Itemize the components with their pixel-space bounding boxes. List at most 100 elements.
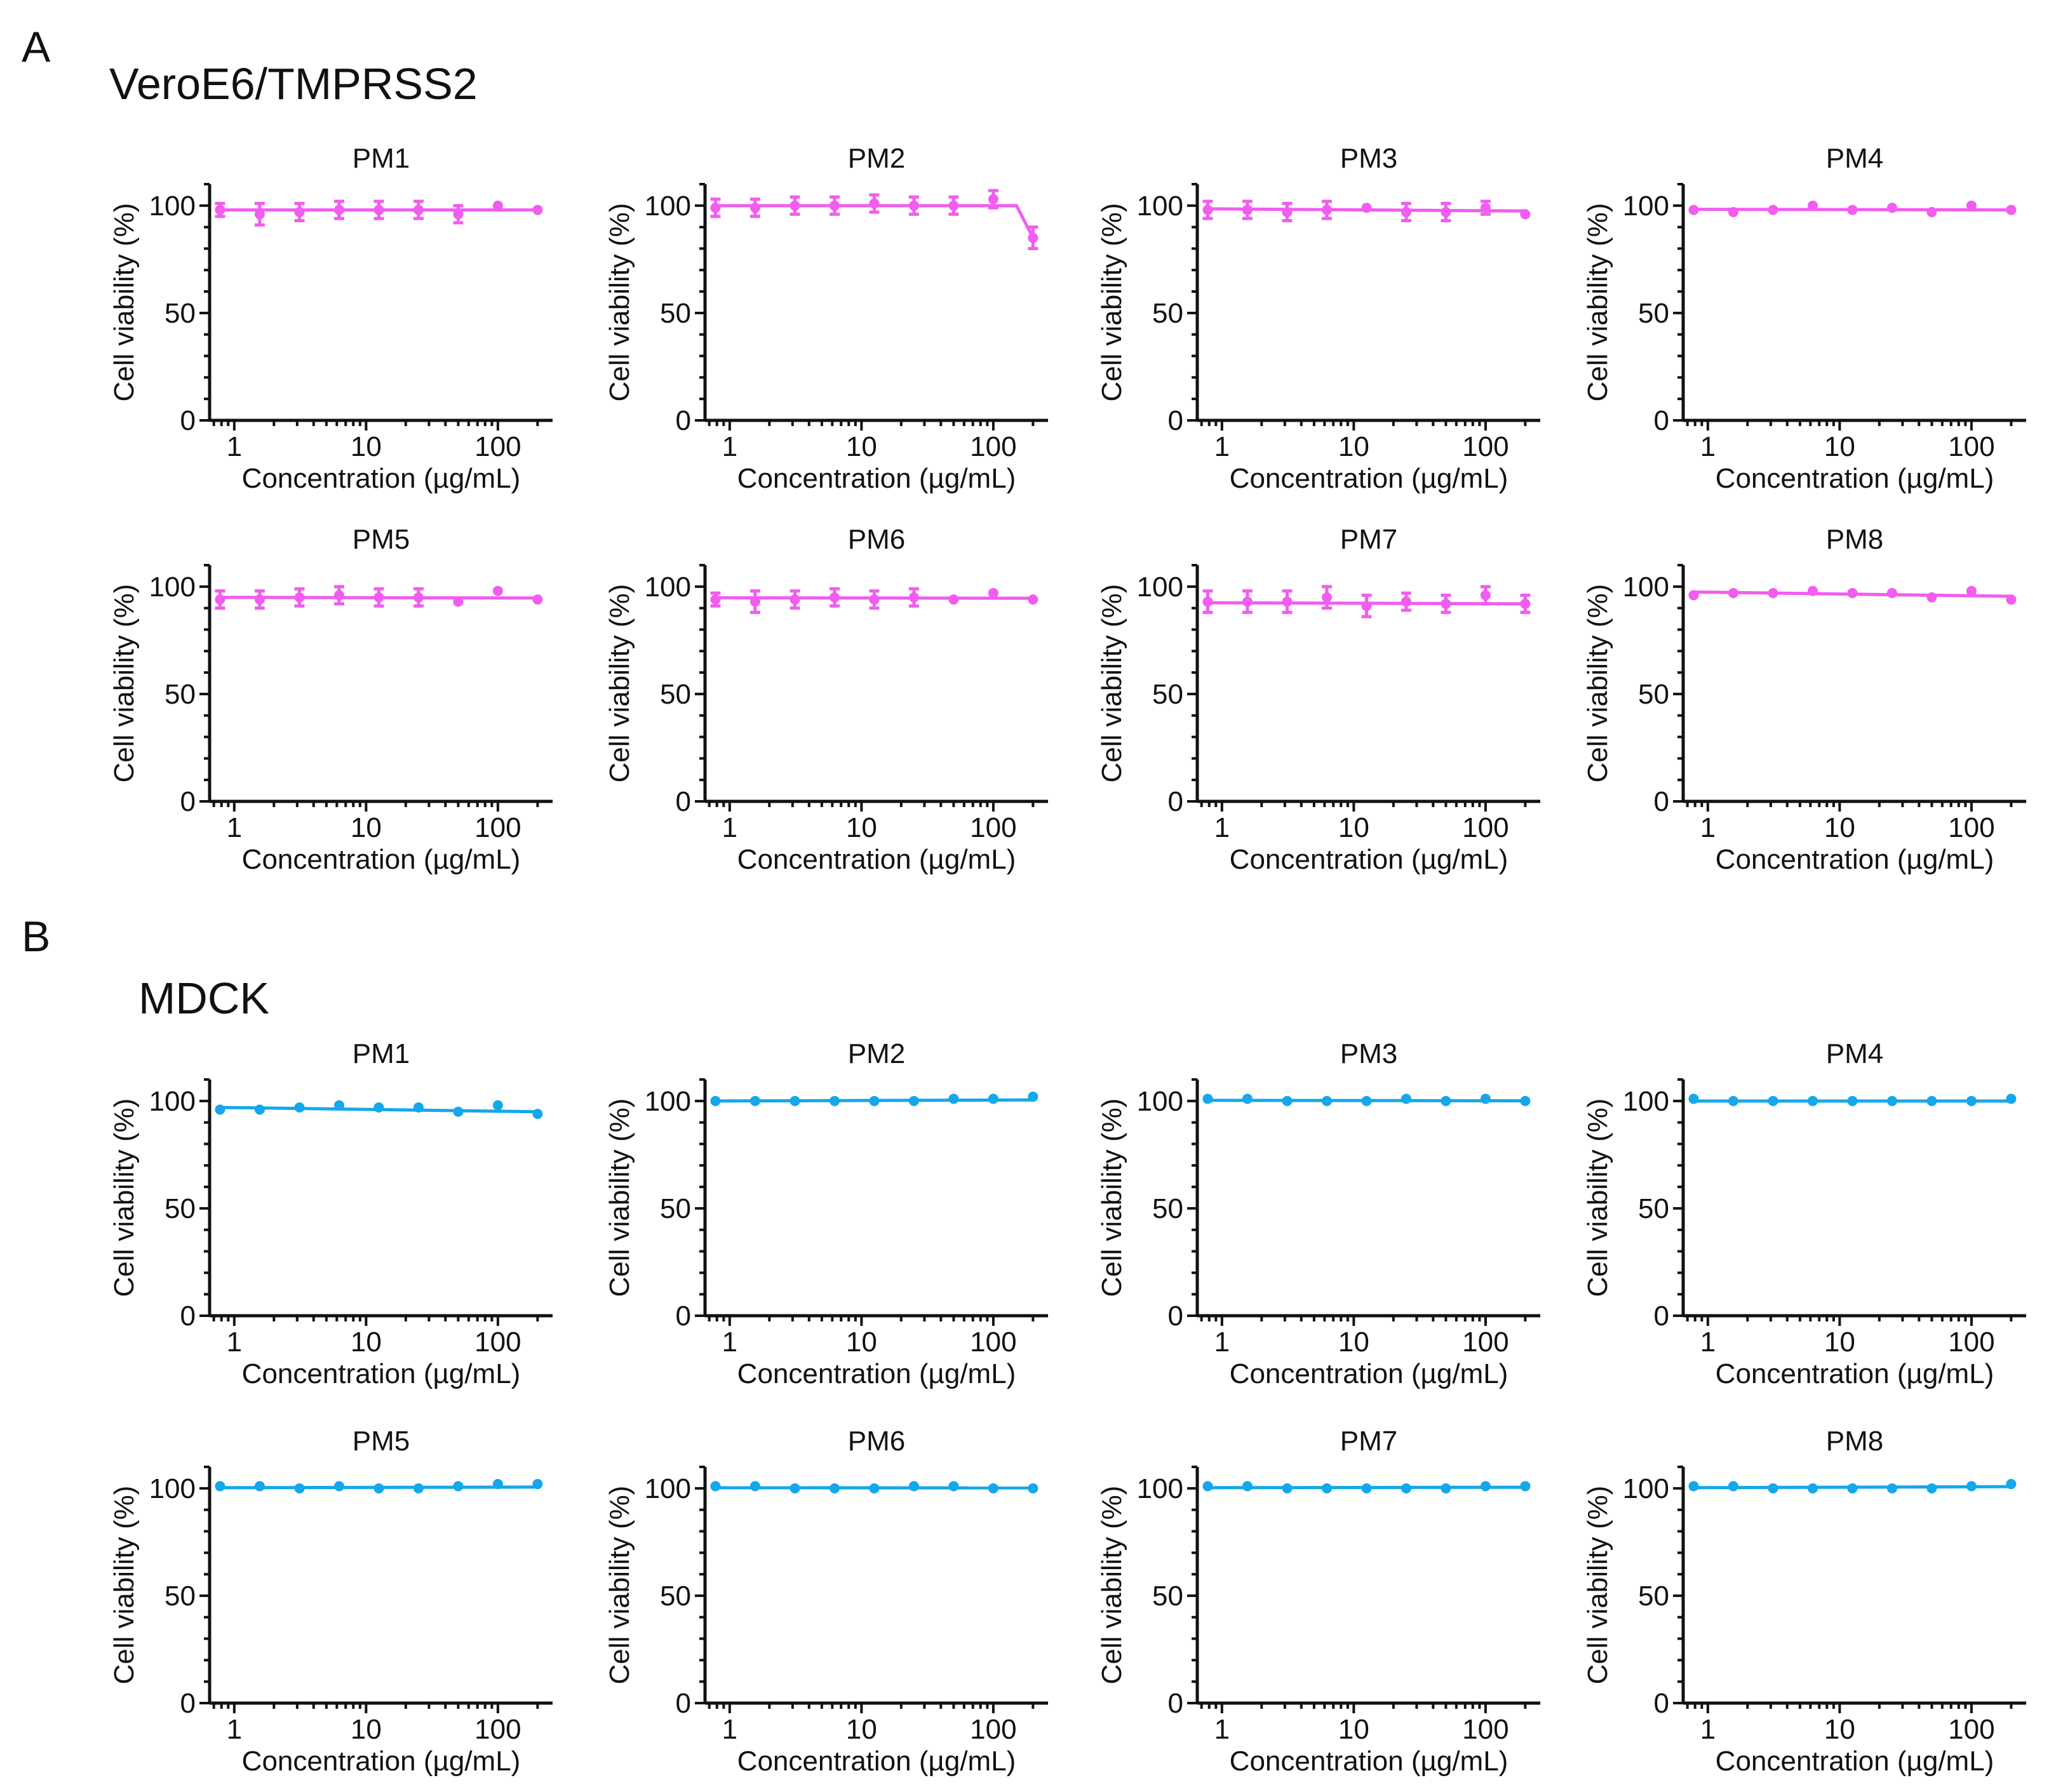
data-point [1242,204,1253,215]
y-axis-label: Cell viability (%) [1096,1099,1127,1297]
x-axis-label: Concentration (µg/mL) [737,463,1016,494]
y-tick-label: 50 [660,1193,691,1224]
data-point [1807,1483,1818,1494]
chart-title: PM4 [1826,1038,1883,1069]
data-point [790,594,800,605]
y-tick-label: 100 [149,1473,196,1504]
data-point [1321,1483,1332,1494]
y-tick-label: 100 [1623,1473,1669,1504]
y-tick-label: 50 [1638,1581,1669,1612]
y-axis-label: Cell viability (%) [1582,1486,1613,1685]
data-point [710,594,721,605]
chart-title: PM1 [353,143,410,174]
y-tick-label: 0 [1168,1301,1183,1332]
chart-title: PM3 [1340,143,1397,174]
data-point [1242,596,1253,607]
data-point [492,1100,503,1111]
data-point [1728,1481,1738,1492]
data-point [1282,1095,1293,1106]
data-point [2006,1479,2017,1490]
y-tick-label: 100 [1623,572,1669,603]
x-axis-label: Concentration (µg/mL) [1230,844,1509,875]
x-tick-label: 1 [1214,431,1230,462]
x-tick-label: 1 [1214,1714,1230,1745]
x-tick-label: 10 [1338,812,1369,843]
data-point [1847,587,1858,598]
x-tick-label: 100 [474,812,521,843]
y-axis-label: Cell viability (%) [109,1099,140,1297]
x-tick-label: 100 [474,431,521,462]
y-tick-label: 0 [1168,1688,1183,1719]
data-point [373,204,384,215]
panel-letter-a: A [22,23,51,71]
panel-title-a: VeroE6/TMPRSS2 [109,59,478,109]
chart-title: PM5 [353,1426,410,1457]
y-tick-label: 0 [1654,1688,1669,1719]
data-point [1886,1483,1897,1494]
data-point [829,592,840,603]
data-point [1282,206,1293,217]
fit-curve [715,204,1035,239]
y-tick-label: 0 [1654,405,1669,436]
y-tick-label: 100 [1137,191,1183,222]
data-point [908,200,919,211]
data-point [1688,590,1699,601]
data-point [1728,1095,1738,1106]
data-point [948,200,959,211]
chart-title: PM5 [353,524,410,555]
x-tick-label: 100 [474,1714,521,1745]
data-point [413,1102,424,1113]
y-tick-label: 100 [645,1086,691,1117]
data-point [453,1106,464,1117]
data-point [1886,203,1897,213]
data-point [2006,1093,2017,1104]
y-tick-label: 50 [1638,1193,1669,1224]
y-tick-label: 50 [660,1581,691,1612]
x-tick-label: 10 [846,1714,877,1745]
data-point [254,209,265,220]
data-point [1807,1095,1818,1106]
data-point [1807,200,1818,211]
data-point [1361,203,1372,213]
data-point [215,594,225,605]
x-tick-label: 10 [1338,1714,1369,1745]
x-axis-label: Concentration (µg/mL) [1230,1358,1509,1389]
x-axis-label: Concentration (µg/mL) [1230,463,1509,494]
data-point [1361,601,1372,612]
data-point [1926,206,1937,217]
data-point [1520,598,1531,609]
data-point [532,1109,543,1120]
x-tick-label: 1 [1700,431,1716,462]
data-point [988,194,998,204]
chart-title: PM6 [848,1426,905,1457]
data-point [829,1095,840,1106]
x-tick-label: 100 [1948,431,1994,462]
y-tick-label: 0 [676,405,691,436]
y-tick-label: 100 [1137,1473,1183,1504]
y-axis-label: Cell viability (%) [109,1486,140,1685]
chart-title: PM7 [1340,524,1397,555]
x-tick-label: 100 [1948,1714,1994,1745]
data-point [710,203,721,213]
x-tick-label: 100 [1948,812,1994,843]
data-point [453,209,464,220]
chart-title: PM8 [1826,524,1883,555]
y-tick-label: 50 [1638,679,1669,710]
data-point [908,1481,919,1492]
data-point [1202,1481,1213,1492]
data-point [1886,587,1897,598]
y-tick-label: 0 [180,405,196,436]
data-point [1926,1483,1937,1494]
x-tick-label: 10 [351,812,382,843]
data-point [1202,1093,1213,1104]
x-tick-label: 100 [1462,1327,1509,1358]
chart-title: PM4 [1826,143,1883,174]
data-point [254,1104,265,1115]
y-tick-label: 100 [149,191,196,222]
